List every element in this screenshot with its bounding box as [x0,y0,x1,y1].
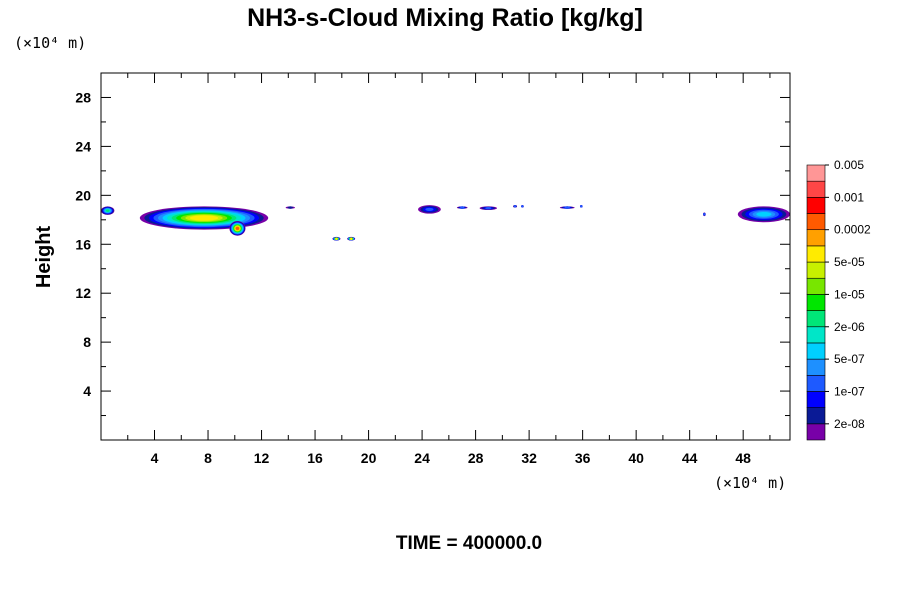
colorbar-swatch [806,423,826,441]
cloud-feature [347,236,356,241]
colorbar-label: 0.005 [834,158,864,172]
cloud-feature [479,206,498,211]
cloud-contour-level [703,213,706,216]
plot-frame [100,72,791,441]
x-tick-label: 8 [204,450,212,466]
colorbar-swatch [806,374,826,392]
colorbar-swatch [806,407,826,425]
time-label: TIME = 400000.0 [396,533,542,554]
colorbar-swatch [806,391,826,408]
x-axis-ticks: 4 8 12 16 20 24 28 32 36 40 44 48 [127,73,771,466]
x-tick-label: 16 [307,450,323,466]
cloud-feature [101,206,115,215]
y-axis-ticks: 4 8 12 16 20 24 28 [75,89,790,417]
x-tick-label: 40 [628,450,644,466]
y-tick-label: 12 [75,285,91,301]
cloud-feature [418,205,441,214]
colorbar-swatch [806,229,826,247]
colorbar-swatch [806,294,826,311]
cloud-feature [332,236,341,241]
cloud-contour-level [756,211,772,217]
colorbar-swatch [806,358,826,376]
colorbar: 2e-08 1e-07 5e-07 2e-06 1e-05 5e-05 0.0002 0.00… [806,158,871,441]
cloud-feature [285,206,295,209]
cloud-feature [559,206,575,209]
x-tick-label: 28 [468,450,484,466]
y-tick-label: 24 [75,138,91,154]
cloud-feature [456,206,468,209]
cloud-feature [579,205,583,208]
cloud-feature [229,221,246,236]
x-tick-label: 32 [521,450,537,466]
colorbar-swatch [806,326,826,344]
cloud-contour-level [349,237,353,240]
cloud-contour-level [513,205,517,208]
x-unit-label: (×10⁴ m) [714,474,786,492]
cloud-contour-level [580,205,583,208]
colorbar-label: 2e-06 [834,320,865,334]
colorbar-label: 2e-08 [834,417,865,431]
x-tick-label: 20 [361,450,377,466]
y-tick-label: 16 [75,236,91,252]
y-tick-label: 28 [75,89,91,105]
cloud-feature [703,212,706,217]
y-tick-label: 8 [83,334,91,350]
y-tick-label: 4 [83,383,91,399]
x-tick-label: 12 [254,450,270,466]
x-tick-label: 48 [735,450,751,466]
cloud-feature [737,206,790,223]
cloud-contour-level [105,209,110,212]
cloud-contour-level [460,206,465,209]
cloud-contours [101,205,790,241]
y-unit-label: (×10⁴ m) [14,34,86,52]
y-axis-label: Height [33,226,55,289]
colorbar-swatch [806,197,826,214]
colorbar-swatch [806,213,826,231]
colorbar-swatch [806,310,826,328]
colorbar-label: 1e-05 [834,287,865,301]
colorbar-swatch [806,342,826,360]
colorbar-label: 5e-05 [834,255,865,269]
cloud-contour-level [189,215,219,221]
cloud-contour-level [425,207,434,211]
chart-title: NH3-s-Cloud Mixing Ratio [kg/kg] [247,4,643,32]
colorbar-label: 1e-07 [834,384,865,398]
x-tick-label: 36 [575,450,591,466]
colorbar-swatch [806,277,826,295]
colorbar-label: 0.0002 [834,223,871,237]
x-tick-label: 24 [414,450,430,466]
cloud-contour-level [287,206,294,209]
x-tick-label: 44 [682,450,698,466]
y-tick-label: 20 [75,187,91,203]
cloud-contour-level [564,206,570,209]
cloud-feature [513,205,518,208]
colorbar-swatch [806,180,826,198]
cloud-contour-level [235,226,240,230]
colorbar-swatch [806,164,826,182]
cloud-feature [521,205,524,208]
colorbar-swatch [806,261,826,279]
cloud-feature [139,206,269,230]
colorbar-swatch [806,245,826,263]
colorbar-label: 5e-07 [834,352,865,366]
cloud-contour-level [521,205,524,208]
x-tick-label: 4 [151,450,159,466]
cloud-contour-level [485,206,492,210]
cloud-contour-level [335,237,338,240]
colorbar-label: 0.001 [834,190,864,204]
